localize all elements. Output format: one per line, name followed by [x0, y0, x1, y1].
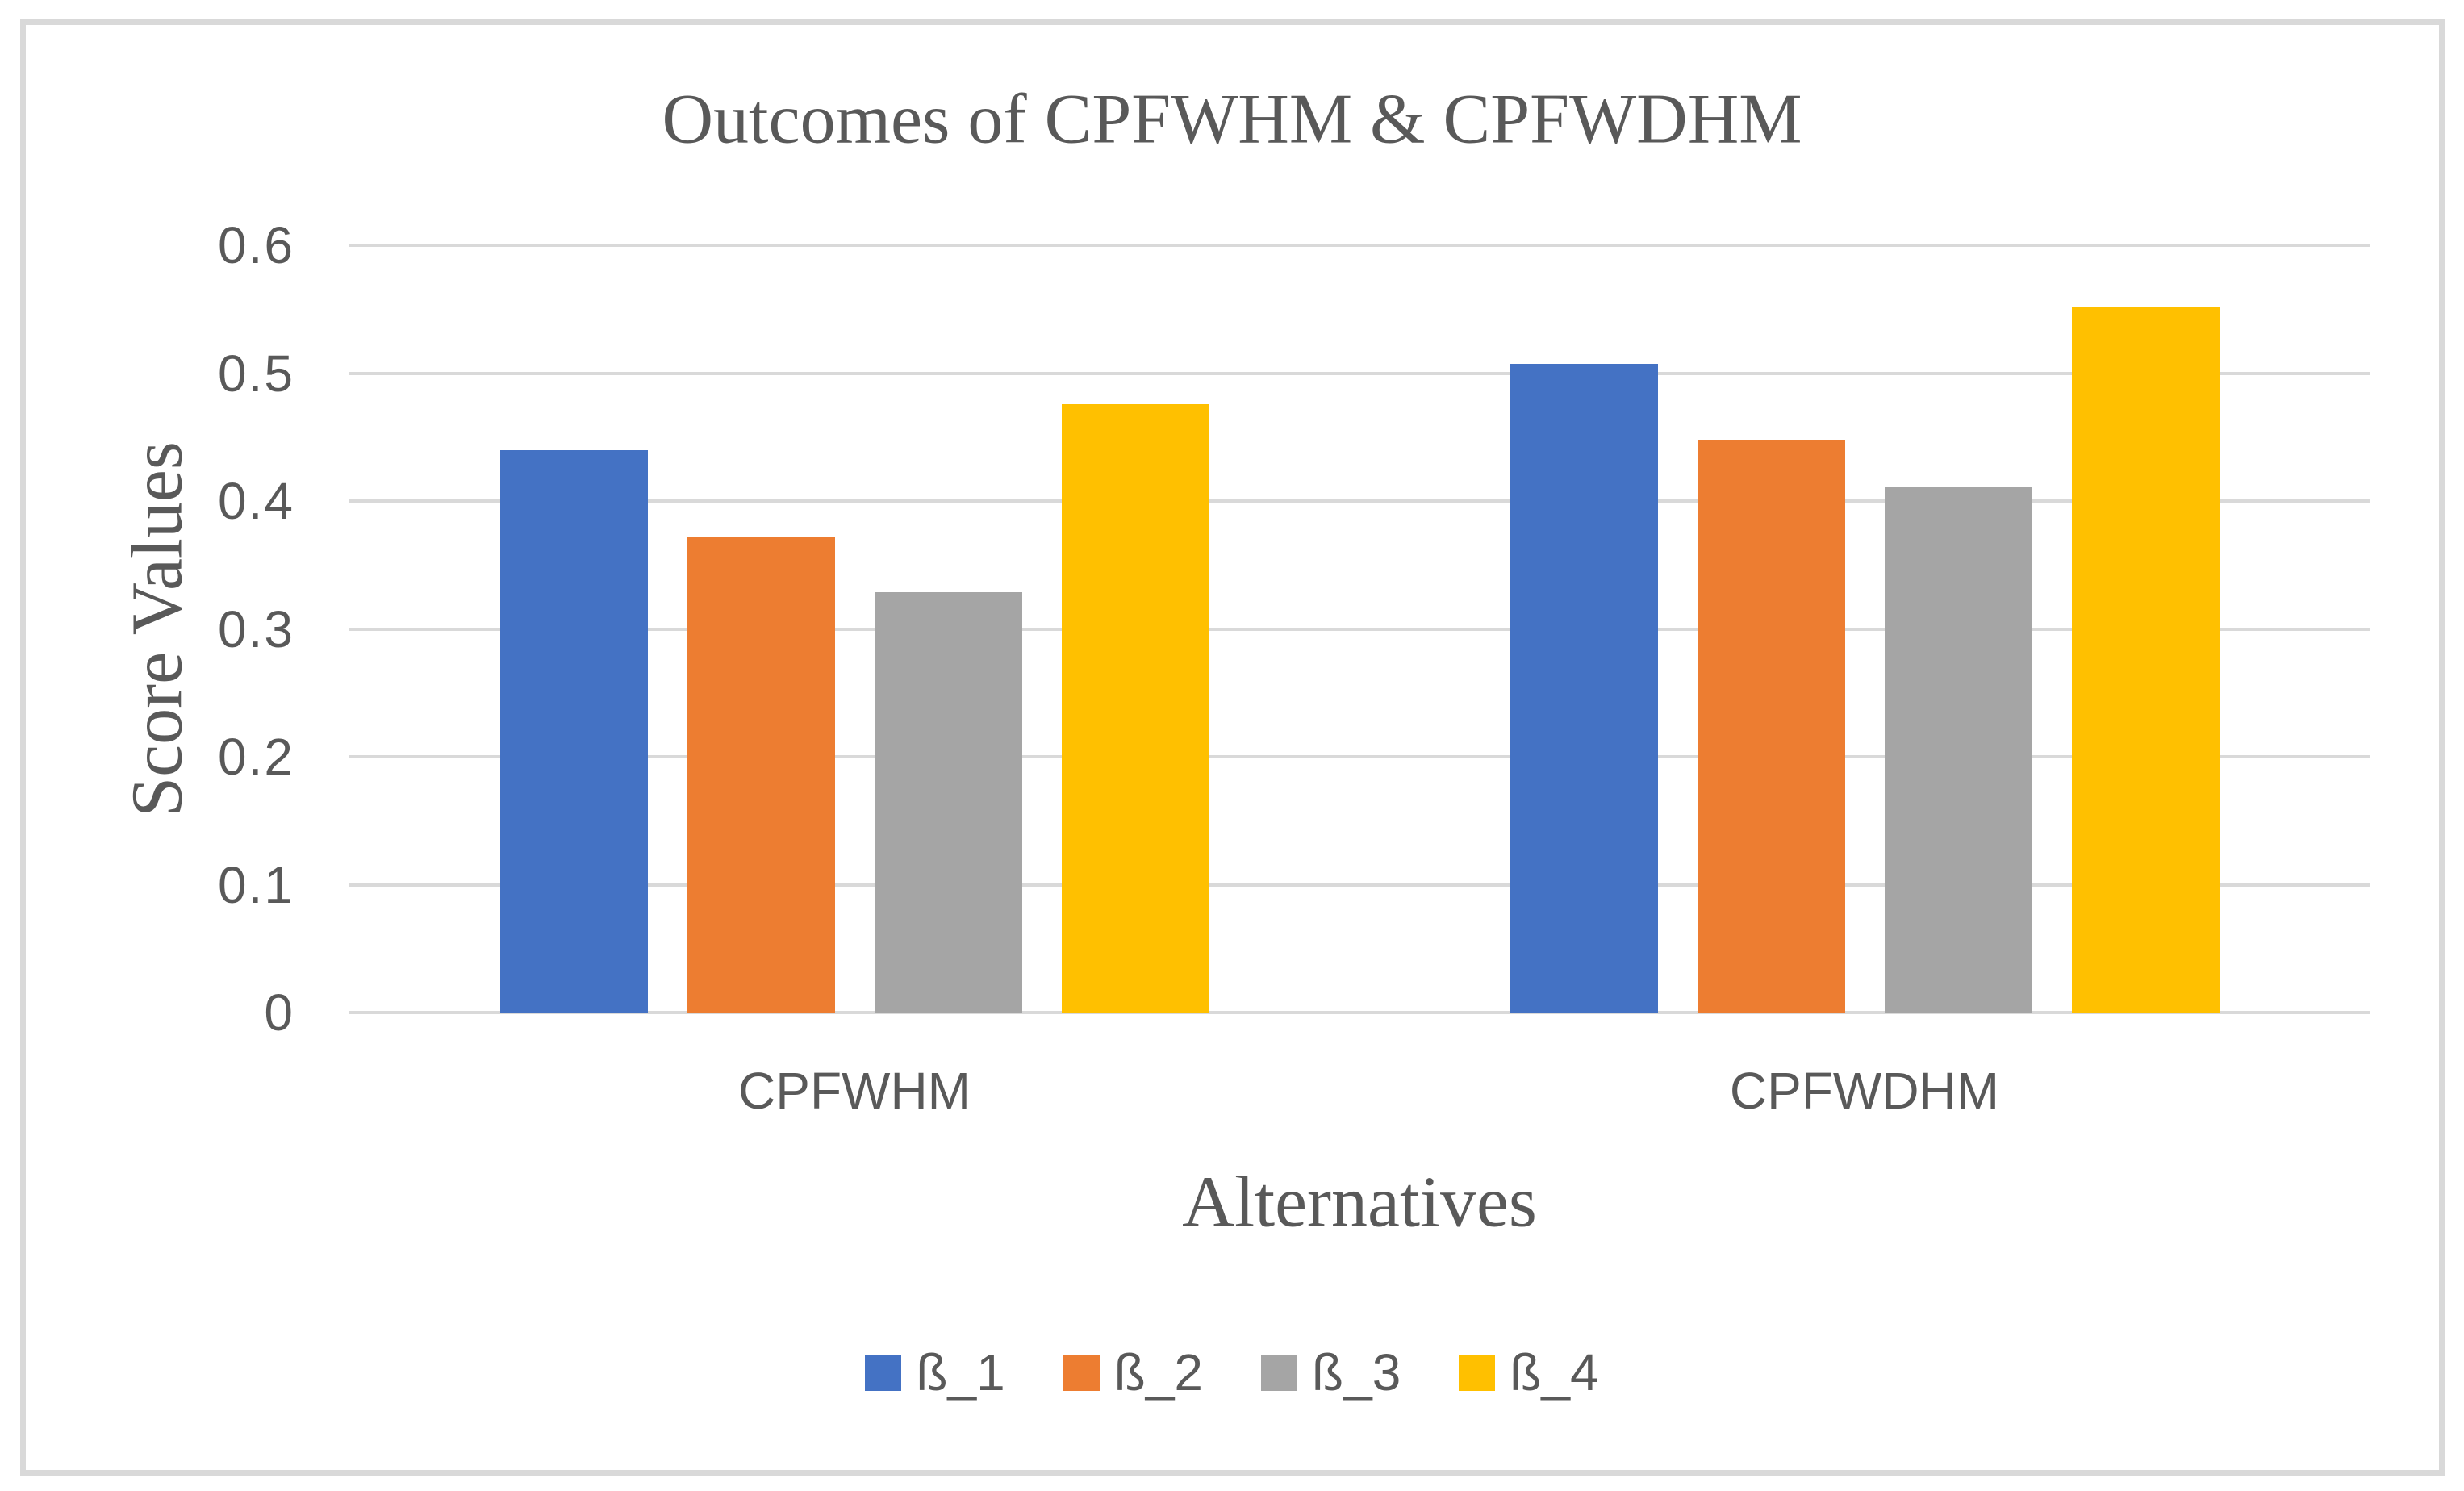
x-axis-title: Alternatives [1182, 1162, 1537, 1242]
gridline [349, 627, 2370, 631]
x-category-label-CPFWDHM: CPFWDHM [1729, 1062, 2000, 1120]
chart-title: Outcomes of CPFWHM & CPFWDHM [662, 80, 1802, 159]
legend-swatch-icon [1063, 1354, 1100, 1391]
legend-swatch-icon [1261, 1354, 1297, 1391]
gridline [349, 244, 2370, 247]
bar-ß_2-CPFWHM [687, 537, 835, 1013]
bar-ß_2-CPFWDHM [1697, 439, 1845, 1013]
legend-label: ß_4 [1510, 1343, 1599, 1401]
bar-ß_1-CPFWHM [499, 449, 648, 1013]
y-tick-label: 0.2 [218, 728, 294, 786]
legend-item-ß_3: ß_3 [1261, 1344, 1401, 1401]
bar-ß_4-CPFWHM [1061, 403, 1209, 1013]
x-axis-line [349, 1011, 2370, 1014]
y-tick-label: 0.4 [218, 472, 294, 530]
legend-swatch-icon [1459, 1354, 1496, 1391]
legend-item-ß_1: ß_1 [865, 1343, 1005, 1401]
legend-label: ß_2 [1113, 1343, 1203, 1401]
bar-ß_4-CPFWDHM [2071, 307, 2220, 1013]
y-tick-label: 0.3 [218, 599, 294, 658]
legend-label: ß_3 [1312, 1343, 1401, 1401]
bar-ß_3-CPFWHM [874, 591, 1022, 1013]
chart-border-frame [20, 19, 2445, 1476]
legend-item-ß_4: ß_4 [1459, 1343, 1599, 1401]
gridline [349, 499, 2370, 503]
y-tick-label: 0.5 [218, 344, 294, 403]
chart-legend: ß_1 ß_2 ß_3 ß_4 [0, 1344, 2464, 1401]
legend-item-ß_2: ß_2 [1063, 1344, 1203, 1401]
gridline [349, 371, 2370, 375]
legend-label: ß_1 [916, 1343, 1005, 1401]
legend-swatch-icon [865, 1354, 902, 1391]
bar-ß_3-CPFWDHM [1884, 487, 2032, 1013]
x-category-label-CPFWHM: CPFWHM [738, 1062, 971, 1120]
gridline [349, 755, 2370, 758]
bar-ß_1-CPFWDHM [1510, 364, 1658, 1013]
y-tick-label: 0.6 [218, 216, 294, 274]
y-tick-label: 0 [264, 984, 294, 1042]
y-tick-label: 0.1 [218, 855, 294, 914]
gridline [349, 883, 2370, 887]
